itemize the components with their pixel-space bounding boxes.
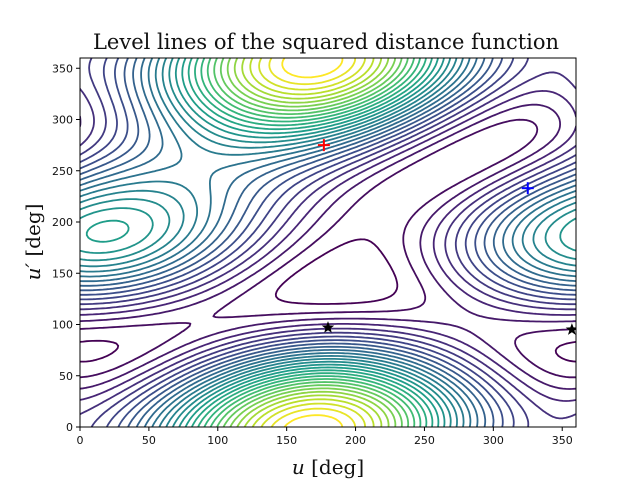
y-tick-label: 100 [52,319,73,332]
chart-title: Level lines of the squared distance func… [93,30,559,54]
x-tick-label: 0 [77,434,84,447]
contour-level [233,58,390,427]
contour-level [80,58,576,427]
contour-level [200,58,422,427]
x-tick-label: 350 [552,434,573,447]
contour-level [226,58,397,427]
contour-level [241,58,383,427]
contour-level [80,58,576,427]
y-tick-label: 0 [66,421,73,434]
y-axis: 0 50 100 150 200 250 300 350 [52,62,80,434]
y-tick-label: 350 [52,62,73,75]
contour-level [80,58,576,427]
x-tick-label: 250 [414,434,435,447]
y-tick-label: 150 [52,267,73,280]
contour-level [206,58,416,427]
contour-level [80,58,576,427]
star-marker [565,323,576,335]
plus-marker [317,139,330,152]
contour-level [213,58,410,427]
contour-level [80,71,576,420]
star-marker [321,321,335,333]
y-tick-label: 250 [52,165,73,178]
x-tick-label: 100 [207,434,228,447]
x-axis-label: u [deg] [292,455,364,479]
plus-marker [521,182,534,195]
x-axis: 0 50 100 150 200 250 300 350 [77,427,573,447]
contour-level [80,58,576,427]
x-tick-label: 150 [276,434,297,447]
marker-layer [317,139,576,335]
y-axis-label: u′ [deg] [21,204,45,281]
x-tick-label: 200 [345,434,366,447]
y-tick-label: 200 [52,216,73,229]
contour-level [80,58,576,427]
contour-level [80,118,576,379]
contour-lines [80,58,576,427]
y-tick-label: 300 [52,114,73,127]
plot-frame [79,57,577,428]
contour-level [80,58,576,427]
x-tick-label: 50 [142,434,156,447]
contour-level [80,58,576,427]
contour-level [194,58,428,427]
contour-level [249,58,375,427]
y-tick-label: 50 [59,370,73,383]
contour-level [187,58,434,427]
contour-level [80,58,576,427]
contour-level [80,238,576,363]
contour-level [219,58,403,427]
contour-level [80,58,576,427]
contour-level [80,103,576,390]
x-tick-label: 300 [483,434,504,447]
